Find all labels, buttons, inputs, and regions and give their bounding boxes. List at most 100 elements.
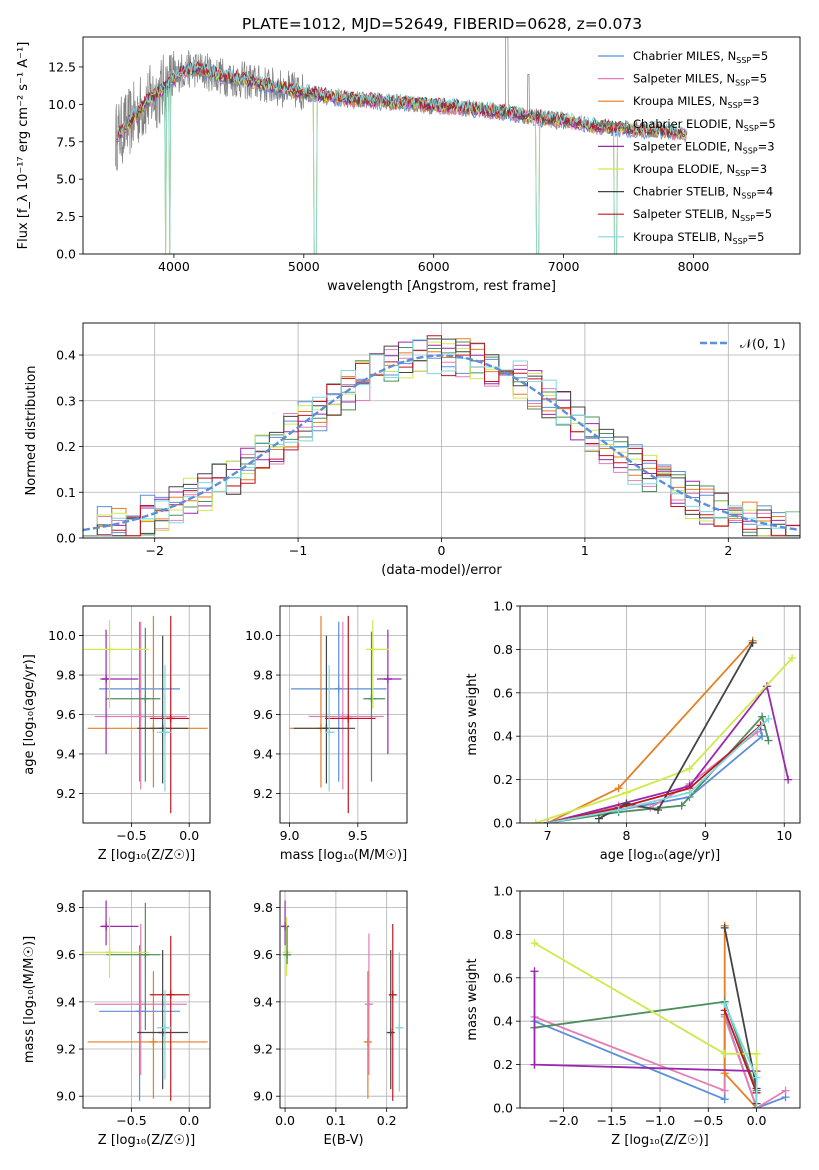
weight-marker-chabrier_miles <box>758 732 767 741</box>
legend-label: Kroupa ELODIE, NSSP=3 <box>633 162 767 178</box>
axis-label-x: (data-model)/error <box>381 563 502 578</box>
axes-frame <box>82 605 211 824</box>
weight-marker-kroupa_stelib <box>543 819 552 823</box>
axes-frame <box>82 36 801 255</box>
weight-marker-kroupa_stelib <box>685 788 694 797</box>
point-marker-kroupa_miles <box>149 1037 158 1046</box>
axis-label-x: Z [log₁₀(Z/Z☉)] <box>611 1133 708 1148</box>
tick-label-x: 0.0 <box>179 828 199 843</box>
axes-frame <box>279 890 408 1109</box>
legend-label-rest: =5 <box>750 72 767 86</box>
axes-residuals: −2 −1 0 1 2 0.0 0.1 0.2 0.3 0.4 (data-model)/error… <box>24 322 801 578</box>
plot-area <box>280 891 407 1108</box>
plot-area <box>520 606 800 823</box>
point-marker-salpeter_elodie <box>102 674 111 683</box>
legend-subscript: SSP <box>740 214 755 223</box>
legend-subscript: SSP <box>744 124 759 133</box>
tick-label-y: 0.0 <box>56 531 76 546</box>
point-marker-salpeter_miles <box>364 1000 373 1009</box>
tick-label-y: 9.0 <box>56 1089 76 1104</box>
tick-label-x: 6000 <box>418 259 450 274</box>
legend-label: Salpeter STELIB, NSSP=5 <box>633 207 772 223</box>
plot-area <box>115 37 688 254</box>
model-line-salpeter_stelib <box>116 60 687 140</box>
point-marker-kroupa_stelib <box>325 728 334 737</box>
point-marker-chabrier_miles <box>135 684 144 693</box>
point-marker-salpeter_miles <box>136 712 145 721</box>
tick-label-x: 0.2 <box>377 1113 397 1128</box>
tick-label-y: 9.2 <box>253 786 273 801</box>
tick-label-x: −2 <box>145 543 163 558</box>
point-marker-chabrier_elodie <box>283 950 292 959</box>
tick-label-y: 9.6 <box>56 947 76 962</box>
axis-label-x: mass [log₁₀(M/M☉)] <box>280 848 407 863</box>
legend-label: Chabrier STELIB, NSSP=4 <box>633 185 773 201</box>
tick-label-y: 0.4 <box>493 729 513 744</box>
weight-marker-chabrier_miles <box>720 1095 729 1104</box>
axes-frame <box>519 890 801 1109</box>
tick-label-x: −0.5 <box>116 828 146 843</box>
axes-mass_vs_Z: −0.5 0.0 9.0 9.2 9.4 9.6 9.8 Z [log₁₀(Z/Z☉)] mas… <box>22 890 211 1148</box>
weight-marker-chabrier_stelib <box>748 638 757 647</box>
weight-marker-salpeter_elodie <box>784 775 793 784</box>
legend-label-rest: =3 <box>750 162 767 176</box>
point-marker-salpeter_stelib <box>166 990 175 999</box>
axis-label-x: E(B-V) <box>323 1133 363 1148</box>
tick-label-x: 0.0 <box>275 1113 295 1128</box>
tick-label-y: 9.2 <box>56 786 76 801</box>
point-marker-salpeter_stelib <box>344 714 353 723</box>
weight-marker-kroupa_stelib <box>752 1073 761 1082</box>
tick-label-x: 0.0 <box>747 1113 767 1128</box>
tick-label-y: 0.4 <box>56 348 76 363</box>
tick-label-x: −1.0 <box>645 1113 675 1128</box>
legend-label-rest: =5 <box>751 49 768 63</box>
point-marker-salpeter_stelib <box>388 990 397 999</box>
axes-frame <box>82 890 211 1109</box>
tick-label-x: 0.1 <box>326 1113 346 1128</box>
tick-label-y: 0.0 <box>56 247 76 262</box>
plot-area <box>83 606 210 823</box>
weight-marker-salpeter_elodie <box>530 1060 539 1069</box>
tick-label-y: 0.2 <box>493 1057 513 1072</box>
tick-label-x: 9.0 <box>280 828 300 843</box>
axis-label-y: Flux [f_λ 10⁻¹⁷ erg cm⁻² s⁻¹ A⁻¹] <box>16 42 31 250</box>
tick-label-y: 9.8 <box>56 668 76 683</box>
point-marker-kroupa_miles <box>363 1037 372 1046</box>
axis-label-y: mass weight <box>465 673 480 755</box>
axes-frame <box>82 322 801 539</box>
tick-label-x: 8 <box>623 828 631 843</box>
tick-label-y: 0.0 <box>493 816 513 831</box>
figure-title: PLATE=1012, MJD=52649, FIBERID=0628, z=0… <box>242 15 642 33</box>
tick-label-x: −0.5 <box>693 1113 723 1128</box>
axes-mass_vs_EBV: 0.0 0.1 0.2 9.0 9.2 9.4 9.6 9.8 E(B-V) <box>253 890 408 1148</box>
point-marker-chabrier_elodie <box>141 694 150 703</box>
tick-label-x: 10 <box>776 828 792 843</box>
tick-label-x: 1 <box>581 543 589 558</box>
point-marker-salpeter_elodie <box>383 674 392 683</box>
legend-label-rest: =4 <box>756 185 773 199</box>
tick-label-x: 5000 <box>288 259 320 274</box>
point-marker-salpeter_miles <box>136 1000 145 1009</box>
weight-marker-kroupa_stelib <box>614 805 623 814</box>
point-marker-kroupa_elodie <box>105 948 114 957</box>
legend: Chabrier MILES, NSSP=5 Salpeter MILES, NS… <box>598 49 776 246</box>
tick-label-y: 9.4 <box>253 746 273 761</box>
tick-label-y: 10.0 <box>48 97 76 112</box>
weight-marker-salpeter_miles <box>781 1086 790 1095</box>
tick-label-x: 0.0 <box>179 1113 199 1128</box>
point-marker-kroupa_stelib <box>160 728 169 737</box>
legend-subscript: SSP <box>743 146 758 155</box>
tick-label-x: 9.5 <box>348 828 368 843</box>
weight-marker-kroupa_elodie <box>622 788 631 797</box>
tick-label-y: 0.6 <box>493 685 513 700</box>
tick-label-y: 7.5 <box>56 134 76 149</box>
weight-marker-kroupa_stelib <box>764 714 773 723</box>
tick-label-y: 0.6 <box>493 970 513 985</box>
weight-line-salpeter_stelib <box>547 724 762 823</box>
point-marker-salpeter_elodie <box>102 922 111 931</box>
weight-line-kroupa_elodie <box>534 942 758 1108</box>
axes-age_vs_mass: 9.0 9.5 9.2 9.4 9.6 9.8 10.0 mass [log₁₀(M/M☉)] <box>245 605 408 863</box>
axis-label-x: age [log₁₀(age/yr)] <box>600 848 721 863</box>
tick-label-y: 0.8 <box>493 642 513 657</box>
weight-marker-chabrier_elodie <box>764 736 773 745</box>
